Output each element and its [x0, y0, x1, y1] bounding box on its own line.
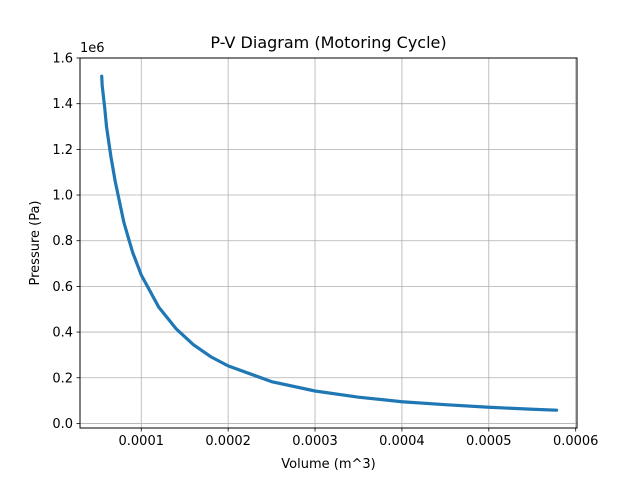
x-tick-label: 0.0005 [466, 434, 512, 449]
y-tick-label: 0.2 [52, 371, 73, 386]
axes-frame [79, 57, 578, 429]
x-tick-label: 0.0004 [379, 434, 425, 449]
y-offset-label: 1e6 [80, 41, 105, 56]
x-tick-label: 0.0003 [292, 434, 338, 449]
y-axis: 0.0 0.2 0.4 0.6 0.8 1.0 1.2 1.4 1.6 [52, 52, 80, 432]
chart-title: P-V Diagram (Motoring Cycle) [210, 33, 446, 52]
y-axis-label: Pressure (Pa) [28, 200, 43, 285]
y-tick-label: 1.0 [52, 189, 73, 204]
y-tick-label: 0.4 [52, 326, 73, 341]
x-tick-label: 0.0001 [119, 434, 165, 449]
pressure-volume-curve [100, 74, 559, 412]
y-tick-label: 1.6 [52, 52, 73, 67]
plot-area [100, 74, 559, 412]
x-axis: 0.0001 0.0002 0.0003 0.0004 0.0005 0.0006 [119, 428, 599, 449]
y-tick-label: 1.2 [52, 143, 73, 158]
x-tick-label: 0.0002 [205, 434, 251, 449]
x-axis-label: Volume (m^3) [281, 457, 375, 472]
y-tick-label: 1.4 [52, 97, 73, 112]
y-tick-label: 0.0 [52, 417, 73, 432]
grid-lines [80, 57, 577, 428]
x-tick-label: 0.0006 [553, 434, 599, 449]
y-tick-label: 0.8 [52, 234, 73, 249]
y-tick-label: 0.6 [52, 280, 73, 295]
